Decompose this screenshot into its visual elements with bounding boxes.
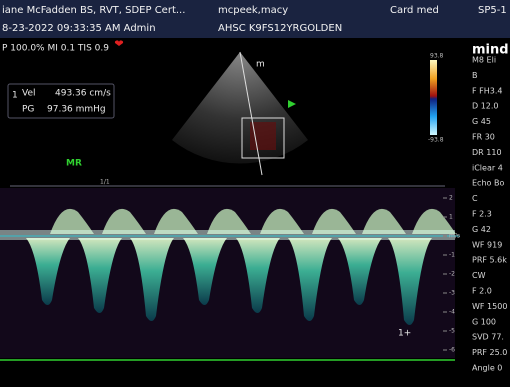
baseline-band — [0, 230, 455, 240]
regurgitant-jet — [183, 238, 227, 305]
doppler-spectrum — [0, 188, 456, 358]
sweep-label: 1/1 — [100, 179, 110, 186]
mode-label: MR — [66, 159, 82, 169]
doppler-scale: 2 1 m/s -1 -2 -3 -4 -5 -6 — [443, 195, 460, 354]
regurgitant-jet — [338, 238, 382, 305]
color-bar — [430, 60, 437, 135]
forward-flow — [412, 208, 456, 234]
cursor-label: 1+ — [398, 329, 411, 339]
side-entry: PRF 5.6k — [472, 256, 507, 265]
forward-flow — [260, 208, 304, 234]
scale-label: 2 — [449, 195, 453, 202]
scale-label: -4 — [449, 309, 455, 316]
side-entry: M8 Eli — [472, 56, 496, 65]
vel-label: Vel — [22, 89, 36, 99]
scale-label: -1 — [449, 252, 455, 259]
color-box — [241, 117, 285, 159]
side-entry: B — [472, 71, 478, 80]
regurgitant-jet — [288, 238, 332, 321]
forward-flow — [362, 208, 406, 234]
scale-label: m/s — [449, 233, 460, 240]
regurgitant-jet — [78, 238, 122, 313]
side-entry: G 42 — [472, 225, 491, 234]
probe: SP5-1 — [478, 5, 507, 16]
scale-label: -6 — [449, 347, 455, 354]
scale-label: 1 — [449, 214, 453, 221]
regurgitant-jet — [130, 238, 174, 321]
datetime: 8-23-2022 09:33:35 AM Admin — [2, 23, 156, 34]
patient: mcpeek,macy — [218, 5, 288, 16]
pg-label: PG — [22, 105, 34, 115]
forward-flow — [102, 208, 146, 234]
side-entry: mind — [472, 43, 509, 58]
side-entry: Echo Bo — [472, 179, 504, 188]
header-bar — [0, 0, 510, 38]
measure-index: 1 — [12, 91, 18, 101]
forward-flow — [50, 208, 94, 234]
vel-value: 493.36 cm/s — [55, 89, 111, 99]
color-bar-max: 93.8 — [430, 53, 444, 60]
side-entry: WF 919 — [472, 240, 502, 249]
exam: Card med — [390, 5, 439, 16]
side-entry: C — [472, 194, 478, 203]
marker — [288, 100, 296, 108]
side-entry: PRF 25.0 — [472, 348, 507, 357]
regurgitant-jet — [236, 238, 280, 313]
forward-flow — [207, 208, 251, 234]
side-entry: DR 110 — [472, 148, 502, 157]
side-entry: F 2.0 — [472, 287, 492, 296]
measurement-box — [7, 83, 115, 119]
status: P 100.0% MI 0.1 TIS 0.9 — [2, 44, 109, 54]
side-entry: WF 1500 — [472, 302, 507, 311]
side-entry: F 2.3 — [472, 210, 492, 219]
side-entry: SVD 77. — [472, 333, 504, 342]
regurgitant-jet — [26, 238, 70, 305]
color-flow — [250, 122, 276, 150]
side-entry: CW — [472, 271, 486, 280]
cw-line — [239, 51, 263, 176]
side-entry: G 45 — [472, 117, 491, 126]
side-entry: Angle 0 — [472, 364, 502, 373]
side-entry: FR 30 — [472, 133, 495, 142]
side-entry: F FH3.4 — [472, 86, 502, 95]
forward-flow — [154, 208, 198, 234]
color-bar-min: -93.8 — [428, 137, 444, 144]
side-entry: G 100 — [472, 317, 496, 326]
heart-icon — [114, 40, 124, 46]
side-entry: iClear 4 — [472, 163, 503, 172]
forward-flow — [312, 208, 356, 234]
scale-label: -3 — [449, 290, 455, 297]
operator: iane McFadden BS, RVT, SDEP Cert... — [2, 5, 185, 16]
institution: AHSC K9FS12YRGOLDEN — [218, 23, 342, 34]
scale-label: -2 — [449, 271, 455, 278]
side-entry: D 12.0 — [472, 102, 499, 111]
orientation-mark: m — [256, 60, 265, 70]
scale-label: -5 — [449, 328, 455, 335]
pg-value: 97.36 mmHg — [47, 105, 106, 115]
regurgitant-jet — [388, 238, 432, 325]
